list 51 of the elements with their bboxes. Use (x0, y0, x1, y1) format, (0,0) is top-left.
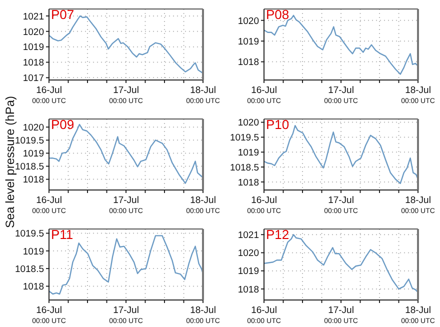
y-tick-label: 1019 (22, 148, 44, 160)
y-tick-label: 1019.5 (230, 132, 259, 144)
x-tick-label: 18-Jul 00:00 UTC (186, 195, 220, 215)
y-tick-label: 1020 (22, 26, 44, 38)
y-axis-title: Sea level pressure (hPa) (3, 96, 17, 228)
y-tick-label: 1018.5 (14, 264, 44, 275)
x-tick-label: 18-Jul 00:00 UTC (401, 85, 435, 105)
y-tick-label: 1018 (22, 282, 44, 293)
y-tick-label: 1017 (22, 73, 44, 84)
y-tick-label: 1019.5 (14, 136, 44, 147)
x-tick-label: 18-Jul 00:00 UTC (401, 195, 435, 215)
chart-title: P12 (266, 227, 290, 242)
x-tick-label: 17-Jul 00:00 UTC (324, 305, 358, 325)
y-tick-label: 1018.5 (230, 162, 259, 174)
chart-title: P09 (51, 117, 74, 132)
y-tick-label: 1020 (238, 118, 259, 129)
y-tick-label: 1019.5 (14, 228, 44, 240)
y-tick-label: 1020 (238, 16, 259, 27)
x-tick-label: 17-Jul 00:00 UTC (109, 305, 143, 325)
x-tick-label: 16-Jul 00:00 UTC (32, 85, 66, 105)
y-tick-label: 1021 (238, 230, 259, 241)
x-tick-label: 18-Jul 00:00 UTC (401, 305, 435, 325)
y-tick-label: 1021 (22, 11, 44, 22)
y-tick-label: 1019 (238, 147, 259, 158)
y-tick-label: 1018 (22, 58, 44, 69)
y-tick-label: 1018 (238, 284, 259, 296)
chart-title: P08 (266, 7, 290, 22)
x-tick-label: 17-Jul 00:00 UTC (109, 85, 143, 105)
x-tick-label: 16-Jul 00:00 UTC (32, 195, 66, 215)
y-tick-label: 1019 (22, 42, 44, 54)
y-tick-label: 1019 (238, 36, 259, 48)
y-tick-label: 1018 (22, 174, 44, 186)
x-tick-label: 17-Jul 00:00 UTC (109, 195, 143, 215)
y-tick-label: 1020 (238, 248, 259, 260)
x-tick-label: 17-Jul 00:00 UTC (324, 85, 358, 105)
x-tick-label: 17-Jul 00:00 UTC (324, 195, 358, 215)
y-tick-label: 1019 (238, 266, 259, 278)
x-tick-label: 16-Jul 00:00 UTC (247, 195, 281, 215)
chart-title: P10 (266, 117, 290, 132)
x-tick-label: 16-Jul 00:00 UTC (247, 85, 281, 105)
chart-title: P07 (51, 7, 74, 22)
y-tick-label: 1018 (238, 57, 259, 68)
chart-title: P11 (51, 227, 74, 242)
x-tick-label: 16-Jul 00:00 UTC (32, 305, 66, 325)
x-tick-label: 16-Jul 00:00 UTC (247, 305, 281, 325)
x-tick-label: 18-Jul 00:00 UTC (186, 305, 220, 325)
x-tick-label: 18-Jul 00:00 UTC (186, 85, 220, 105)
y-tick-label: 1020 (22, 122, 44, 134)
y-tick-label: 1019 (22, 246, 44, 258)
y-tick-label: 1018.5 (14, 162, 44, 173)
y-tick-label: 1018 (238, 177, 259, 188)
